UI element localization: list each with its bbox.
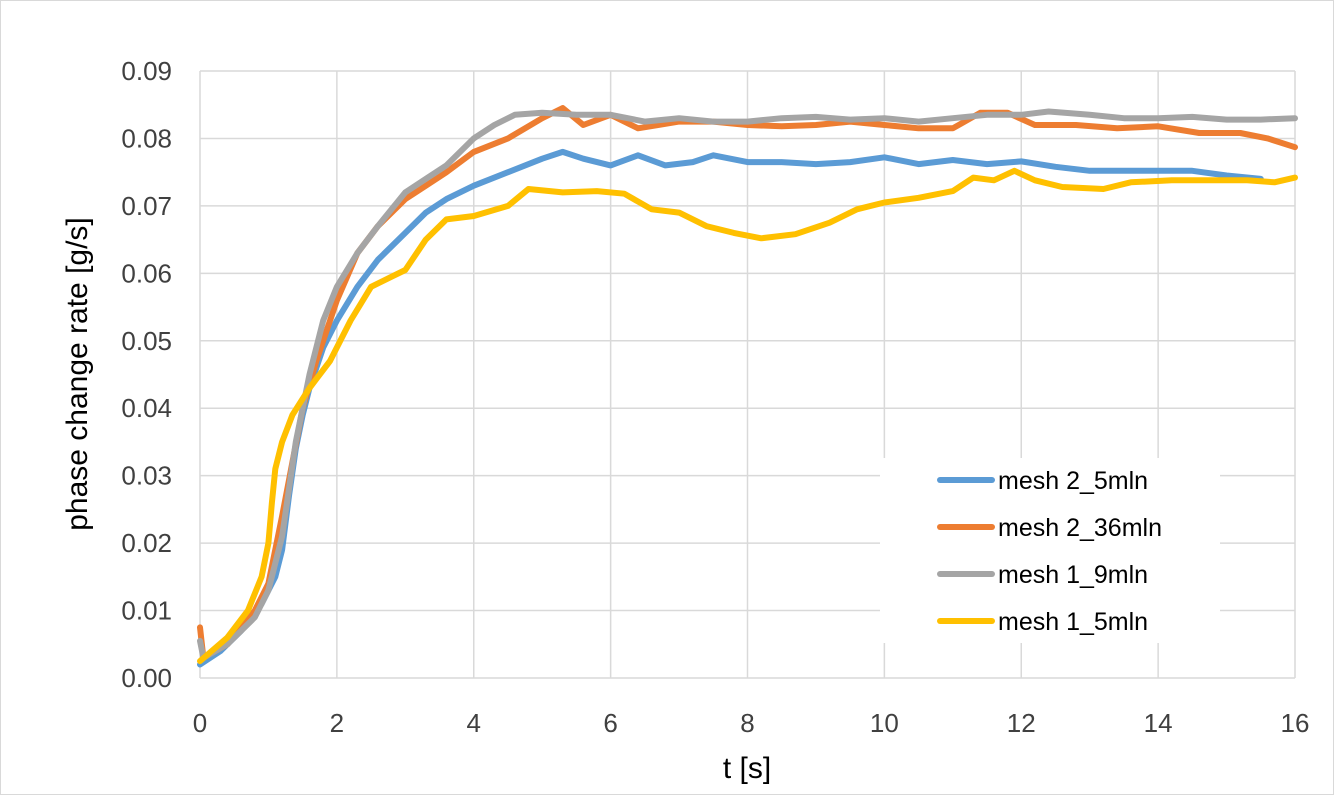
y-tick-label: 0.01 bbox=[121, 596, 172, 626]
y-tick-label: 0.09 bbox=[121, 56, 172, 86]
legend-label: mesh 1_5mln bbox=[998, 608, 1148, 636]
legend-label: mesh 2_5mln bbox=[998, 467, 1148, 495]
y-tick-label: 0.08 bbox=[121, 123, 172, 153]
y-tick-label: 0.07 bbox=[121, 191, 172, 221]
series-lines bbox=[197, 105, 1298, 668]
legend-background bbox=[880, 458, 1220, 643]
series-line-3 bbox=[197, 167, 1298, 665]
y-tick-label: 0.00 bbox=[121, 663, 172, 693]
x-tick-label: 6 bbox=[603, 708, 617, 738]
x-tick-label: 16 bbox=[1281, 708, 1310, 738]
x-tick-label: 0 bbox=[193, 708, 207, 738]
y-tick-label: 0.02 bbox=[121, 528, 172, 558]
gridlines bbox=[199, 70, 1296, 679]
x-axis-title: t [s] bbox=[723, 752, 771, 785]
x-tick-label: 14 bbox=[1144, 708, 1173, 738]
x-tick-label: 8 bbox=[740, 708, 754, 738]
y-tick-label: 0.06 bbox=[121, 258, 172, 288]
legend-label: mesh 1_9mln bbox=[998, 561, 1148, 589]
y-tick-label: 0.04 bbox=[121, 393, 172, 423]
x-tick-label: 10 bbox=[870, 708, 899, 738]
tick-labels: 0.00 0.01 0.02 0.03 0.04 0.05 0.06 0.07 0.08 0.09… bbox=[121, 56, 1309, 738]
x-tick-label: 4 bbox=[467, 708, 481, 738]
y-tick-label: 0.03 bbox=[121, 461, 172, 491]
x-tick-label: 12 bbox=[1007, 708, 1036, 738]
legend-label: mesh 2_36mln bbox=[998, 514, 1162, 542]
y-axis-title: phase change rate [g/s] bbox=[61, 217, 94, 531]
x-tick-label: 2 bbox=[330, 708, 344, 738]
y-tick-label: 0.05 bbox=[121, 326, 172, 356]
